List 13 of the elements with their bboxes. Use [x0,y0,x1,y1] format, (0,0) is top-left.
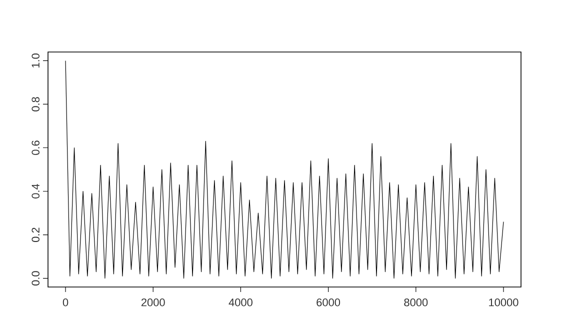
x-tick-label: 4000 [228,298,252,306]
x-tick-label: 2000 [141,298,165,306]
y-tick-label: 1.0 [32,54,40,68]
y-tick-label: 0.2 [32,228,40,242]
y-tick-label: 0.6 [32,140,40,155]
x-tick-label: 6000 [316,298,340,306]
y-tick-label: 0.8 [32,97,40,112]
line-series [65,60,504,279]
x-tick-label: 8000 [404,298,428,306]
x-tick-label: 10000 [489,298,518,306]
y-tick-label: 0.4 [32,184,40,198]
y-tick-label: 0.0 [32,271,40,286]
x-tick-label: 0 [62,298,68,306]
